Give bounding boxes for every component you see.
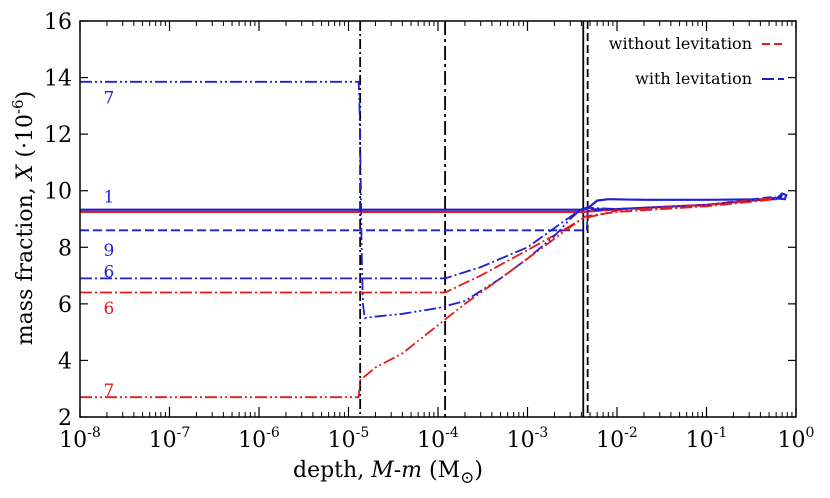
x-tick-label-2: 10-6 (238, 425, 280, 453)
series-line-b6 (80, 196, 777, 280)
y-axis-label: mass fraction, X (·10-6) (9, 91, 38, 345)
x-axis-label: depth, M-m (M⊙) (293, 458, 483, 488)
ticks-layer (79, 20, 797, 418)
plot-layer (80, 21, 788, 417)
x-tick-label-6: 10-2 (596, 425, 638, 453)
y-tick-label-2: 2 (58, 406, 72, 431)
curve-annotation-5: 6 (104, 299, 115, 319)
x-tick-label-1: 10-7 (149, 425, 191, 453)
curve-annotation-2: 1 (104, 187, 115, 207)
y-tick-label-16: 16 (44, 10, 72, 35)
x-tick-label-5: 10-3 (507, 425, 549, 453)
curve-annotation-4: 6 (104, 262, 115, 282)
curve-annotation-3: 9 (104, 241, 115, 261)
series-line-b7 (80, 80, 777, 320)
x-tick-label-4: 10-4 (417, 425, 459, 453)
curve-annotation-1: 7 (104, 88, 115, 108)
y-tick-label-8: 8 (58, 236, 72, 261)
x-tick-label-3: 10-5 (328, 425, 370, 453)
x-tick-label-7: 10-1 (686, 425, 728, 453)
legend-label-with-levitation: with levitation (635, 69, 752, 88)
y-tick-label-14: 14 (44, 67, 72, 92)
y-tick-label-10: 10 (44, 180, 72, 205)
series-line-b9 (80, 195, 777, 232)
y-tick-label-12: 12 (44, 123, 72, 148)
series-line-r7 (80, 196, 777, 399)
legend: without levitation with levitation (609, 34, 784, 88)
y-tick-label-6: 6 (58, 293, 72, 318)
curve-annotation-6: 7 (104, 381, 115, 401)
x-tick-label-0: 10-8 (59, 425, 101, 453)
legend-label-without-levitation: without levitation (609, 34, 752, 53)
x-tick-label-8: 100 (778, 425, 815, 453)
y-tick-label-4: 4 (58, 349, 72, 374)
series-line-r6 (80, 198, 777, 294)
